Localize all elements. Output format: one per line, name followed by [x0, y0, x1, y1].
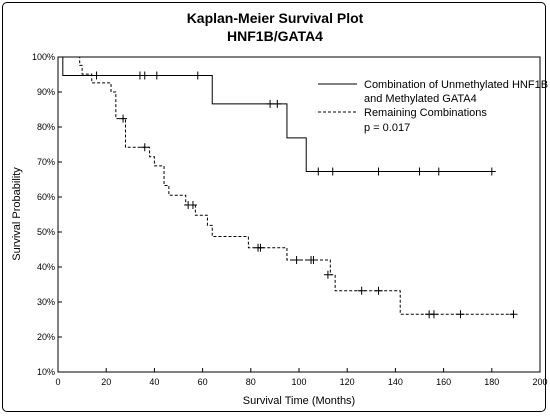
- legend-label-series-2: Remaining Combinations: [364, 107, 487, 119]
- series-1-censor-mark: [487, 167, 496, 176]
- y-tick-label: 90%: [37, 87, 55, 97]
- y-tick-label: 40%: [37, 262, 55, 272]
- series-2-censor-mark: [357, 286, 366, 295]
- series-2-censor-mark: [456, 310, 465, 319]
- x-tick-label: 140: [388, 377, 403, 387]
- chart-title: Kaplan-Meier Survival Plot: [187, 10, 364, 26]
- series-1-censor-mark: [434, 167, 443, 176]
- series-1-censor-mark: [266, 99, 275, 108]
- survival-curves: [58, 56, 518, 319]
- p-value-annotation: p = 0.017: [364, 122, 410, 134]
- x-tick-label: 40: [149, 377, 159, 387]
- x-tick-label: 80: [246, 377, 256, 387]
- x-tick-label: 200: [532, 377, 547, 387]
- legend-label-series-1-line-1: Combination of Unmethylated HNF1B: [364, 79, 548, 91]
- series-2-censor-mark: [323, 270, 332, 279]
- y-tick-label: 10%: [37, 367, 55, 377]
- legend-label-series-1-line-2: and Methylated GATA4: [364, 93, 477, 105]
- x-tick-label: 120: [340, 377, 355, 387]
- x-axis-label: Survival Time (Months): [243, 395, 355, 407]
- series-2-censor-mark: [292, 256, 301, 264]
- series-1-censor-mark: [314, 167, 323, 176]
- series-2-censor-mark: [374, 286, 383, 295]
- series-1-censor-mark: [328, 167, 337, 176]
- series-1-censor-mark: [152, 71, 161, 80]
- y-axis-label: Survival Probability: [11, 167, 23, 261]
- series-2-censor-mark: [188, 201, 197, 210]
- legend: Combination of Unmethylated HNF1B and Me…: [318, 79, 548, 134]
- x-tick-label: 180: [484, 377, 499, 387]
- series-2-censor-mark: [429, 310, 438, 319]
- x-tick-label: 20: [101, 377, 111, 387]
- series-2-censor-mark: [119, 114, 128, 123]
- series-1-censor-mark: [374, 167, 383, 176]
- x-tick-label: 0: [55, 377, 60, 387]
- series-2-censor-mark: [140, 143, 149, 152]
- chart-frame: [2, 2, 546, 412]
- series-2-censor-mark: [309, 256, 318, 264]
- series-1-censor-mark: [273, 99, 282, 108]
- series-1-curve: [58, 56, 492, 172]
- x-axis-ticks: 0 20 40 60 80 100 120 140 160 180 200: [55, 368, 548, 387]
- series-2-censor-mark: [256, 243, 265, 252]
- x-tick-label: 60: [198, 377, 208, 387]
- series-1-censor-mark: [92, 71, 101, 80]
- y-axis-ticks: 10% 20% 30% 40% 50% 60% 70% 80% 90% 100%: [32, 52, 62, 377]
- series-1-censor-mark: [140, 71, 149, 80]
- series-1-censor-mark: [193, 71, 202, 80]
- y-tick-label: 60%: [37, 192, 55, 202]
- series-2-censor-mark: [509, 310, 518, 319]
- y-tick-label: 80%: [37, 122, 55, 132]
- y-tick-label: 50%: [37, 227, 55, 237]
- x-tick-label: 100: [291, 377, 306, 387]
- x-tick-label: 160: [436, 377, 451, 387]
- y-tick-label: 20%: [37, 332, 55, 342]
- chart-subtitle: HNF1B/GATA4: [227, 28, 323, 44]
- y-tick-label: 30%: [37, 297, 55, 307]
- series-1-censor-mark: [415, 167, 424, 176]
- y-tick-label: 100%: [32, 52, 55, 62]
- y-tick-label: 70%: [37, 157, 55, 167]
